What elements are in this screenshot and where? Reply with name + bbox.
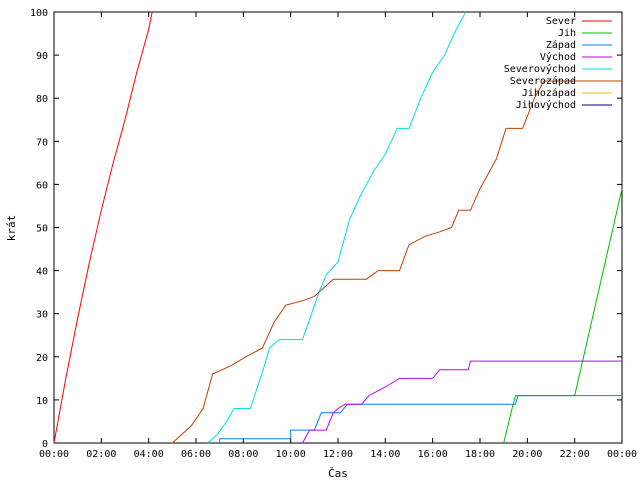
y-tick-label: 0 (42, 439, 48, 450)
x-tick-label: 10:00 (276, 449, 306, 460)
series-line-1 (503, 188, 623, 444)
x-tick-label: 04:00 (134, 449, 164, 460)
x-tick-label: 02:00 (86, 449, 116, 460)
legend-label: Západ (546, 39, 576, 51)
legend-label: Jihovýchod (516, 99, 576, 111)
y-tick-label: 30 (36, 310, 48, 321)
x-tick-label: 20:00 (512, 449, 542, 460)
x-tick-label: 00:00 (607, 449, 637, 460)
y-tick-label: 80 (36, 94, 48, 105)
x-tick-label: 14:00 (370, 449, 400, 460)
legend-label: Jihozápad (522, 87, 576, 99)
series-line-5 (171, 80, 622, 444)
series-line-3 (302, 360, 622, 444)
x-axis: 00:00 02:00 04:00 06:00 08:00 10:00 12:00 14:00… (39, 12, 637, 460)
x-tick-label: 18:00 (465, 449, 495, 460)
y-tick-label: 40 (36, 267, 48, 278)
y-tick-label: 10 (36, 396, 48, 407)
series-line-0 (53, 11, 153, 444)
legend-label: Severozápad (510, 75, 576, 87)
y-tick-label: 20 (36, 353, 48, 364)
y-axis-label: krát (5, 215, 18, 242)
legend-label: Východ (540, 51, 576, 63)
legend-label: Jih (558, 28, 576, 39)
legend-label: Severovýchod (504, 63, 576, 75)
y-tick-label: 100 (30, 8, 48, 19)
x-tick-label: 08:00 (228, 449, 258, 460)
series-line-4 (207, 11, 467, 444)
x-tick-label: 12:00 (323, 449, 353, 460)
legend: SeverJihZápadVýchodSeverovýchodSeverozáp… (504, 16, 612, 111)
x-axis-label: Čas (328, 467, 348, 480)
y-tick-label: 60 (36, 180, 48, 191)
x-tick-label: 22:00 (560, 449, 590, 460)
y-tick-label: 50 (36, 224, 48, 235)
x-tick-label: 00:00 (39, 449, 69, 460)
y-tick-label: 90 (36, 51, 48, 62)
x-tick-label: 16:00 (418, 449, 448, 460)
x-tick-label: 06:00 (181, 449, 211, 460)
y-tick-label: 70 (36, 137, 48, 148)
legend-label: Sever (546, 16, 576, 27)
y-axis: 0 10 20 30 40 50 60 70 80 90 100 (30, 8, 622, 450)
series-line-2 (219, 395, 622, 443)
series-lines (53, 11, 623, 444)
